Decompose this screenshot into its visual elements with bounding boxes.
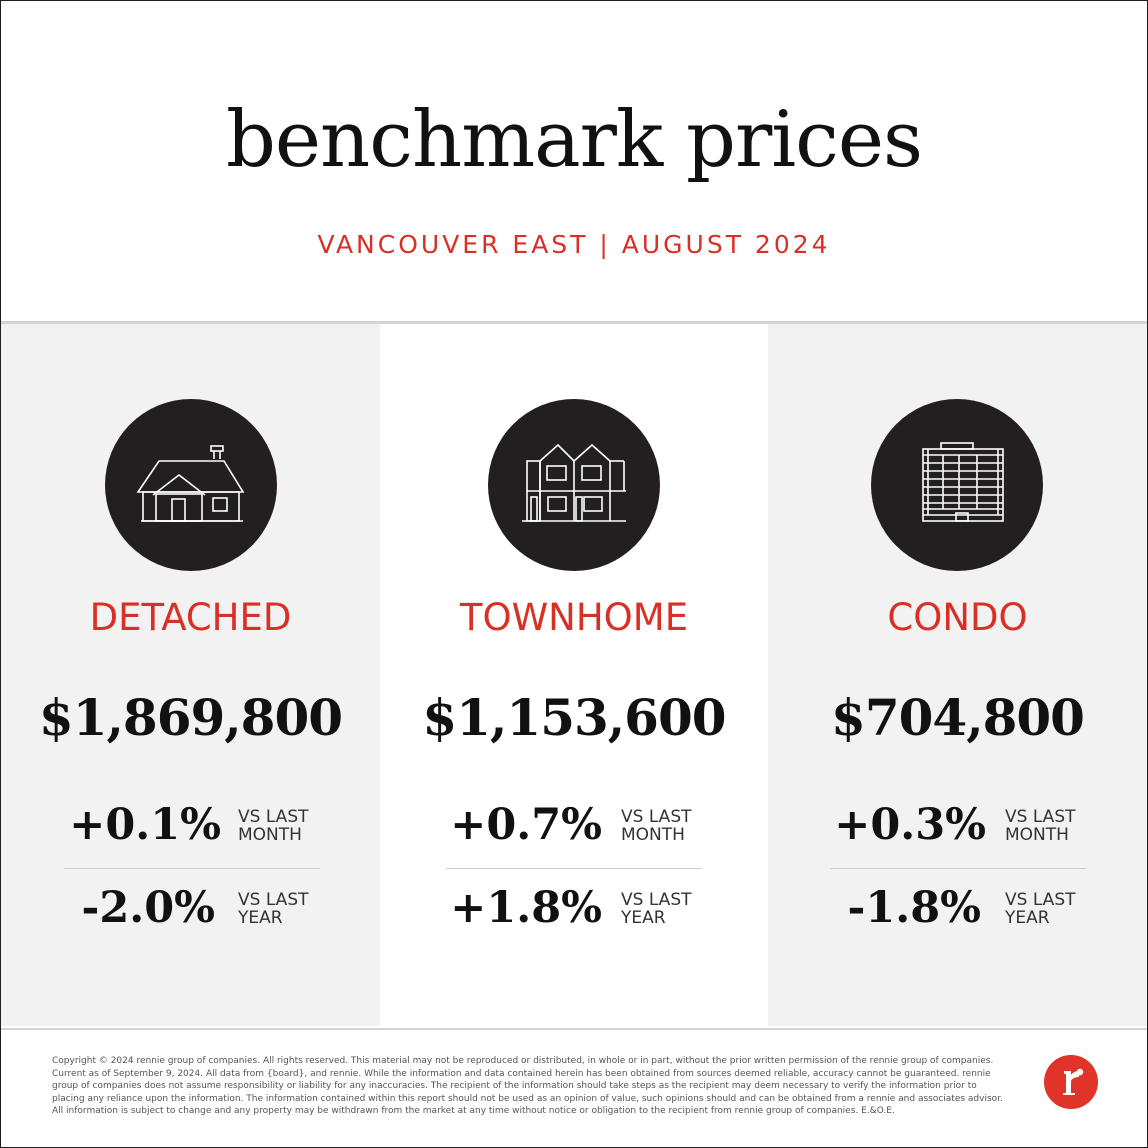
year-change-stat: -2.0% VS LAST YEAR <box>51 883 331 943</box>
panel-condo: CONDO $704,800 +0.3% VS LAST MONTH -1.8% … <box>768 324 1147 1026</box>
month-change-stat: +0.3% VS LAST MONTH <box>816 800 1096 860</box>
year-change-value: -2.0% <box>81 883 215 933</box>
townhome-icon <box>488 399 660 571</box>
property-type-label: DETACHED <box>89 596 292 639</box>
property-type-label: TOWNHOME <box>459 596 689 639</box>
panel-townhome: TOWNHOME $1,153,600 +0.7% VS LAST MONTH +… <box>380 324 768 1026</box>
month-change-value: +0.3% <box>834 800 986 850</box>
stat-divider <box>446 868 702 869</box>
year-change-label: VS LAST YEAR <box>621 890 692 928</box>
rennie-logo-icon <box>1044 1055 1098 1109</box>
month-change-value: +0.7% <box>450 800 602 850</box>
benchmark-price: $1,153,600 <box>422 688 726 747</box>
benchmark-price: $1,869,800 <box>38 688 343 747</box>
year-change-label: VS LAST YEAR <box>1005 890 1076 928</box>
month-change-stat: +0.1% VS LAST MONTH <box>51 800 331 860</box>
year-change-stat: +1.8% VS LAST YEAR <box>432 883 712 943</box>
legal-disclaimer: Copyright © 2024 rennie group of compani… <box>52 1056 1003 1116</box>
condo-building-icon <box>871 399 1043 571</box>
header: benchmark prices VANCOUVER EAST | AUGUST… <box>1 1 1147 321</box>
year-change-value: +1.8% <box>450 883 602 933</box>
month-change-label: VS LAST MONTH <box>238 807 309 845</box>
benchmark-price: $704,800 <box>831 688 1085 747</box>
month-change-value: +0.1% <box>69 800 221 850</box>
month-change-stat: +0.7% VS LAST MONTH <box>432 800 712 860</box>
year-change-stat: -1.8% VS LAST YEAR <box>816 883 1096 943</box>
panels: DETACHED $1,869,800 +0.1% VS LAST MONTH -… <box>1 321 1147 1030</box>
year-change-value: -1.8% <box>847 883 981 933</box>
footer: Copyright © 2024 rennie group of compani… <box>1 1027 1147 1147</box>
property-type-label: CONDO <box>887 596 1028 639</box>
page-subtitle: VANCOUVER EAST | AUGUST 2024 <box>317 230 831 259</box>
stat-divider <box>830 868 1086 869</box>
detached-house-icon <box>105 399 277 571</box>
page-title: benchmark prices <box>225 95 923 185</box>
stat-divider <box>64 868 320 869</box>
month-change-label: VS LAST MONTH <box>621 807 692 845</box>
panel-detached: DETACHED $1,869,800 +0.1% VS LAST MONTH -… <box>1 324 380 1026</box>
month-change-label: VS LAST MONTH <box>1005 807 1076 845</box>
year-change-label: VS LAST YEAR <box>238 890 309 928</box>
